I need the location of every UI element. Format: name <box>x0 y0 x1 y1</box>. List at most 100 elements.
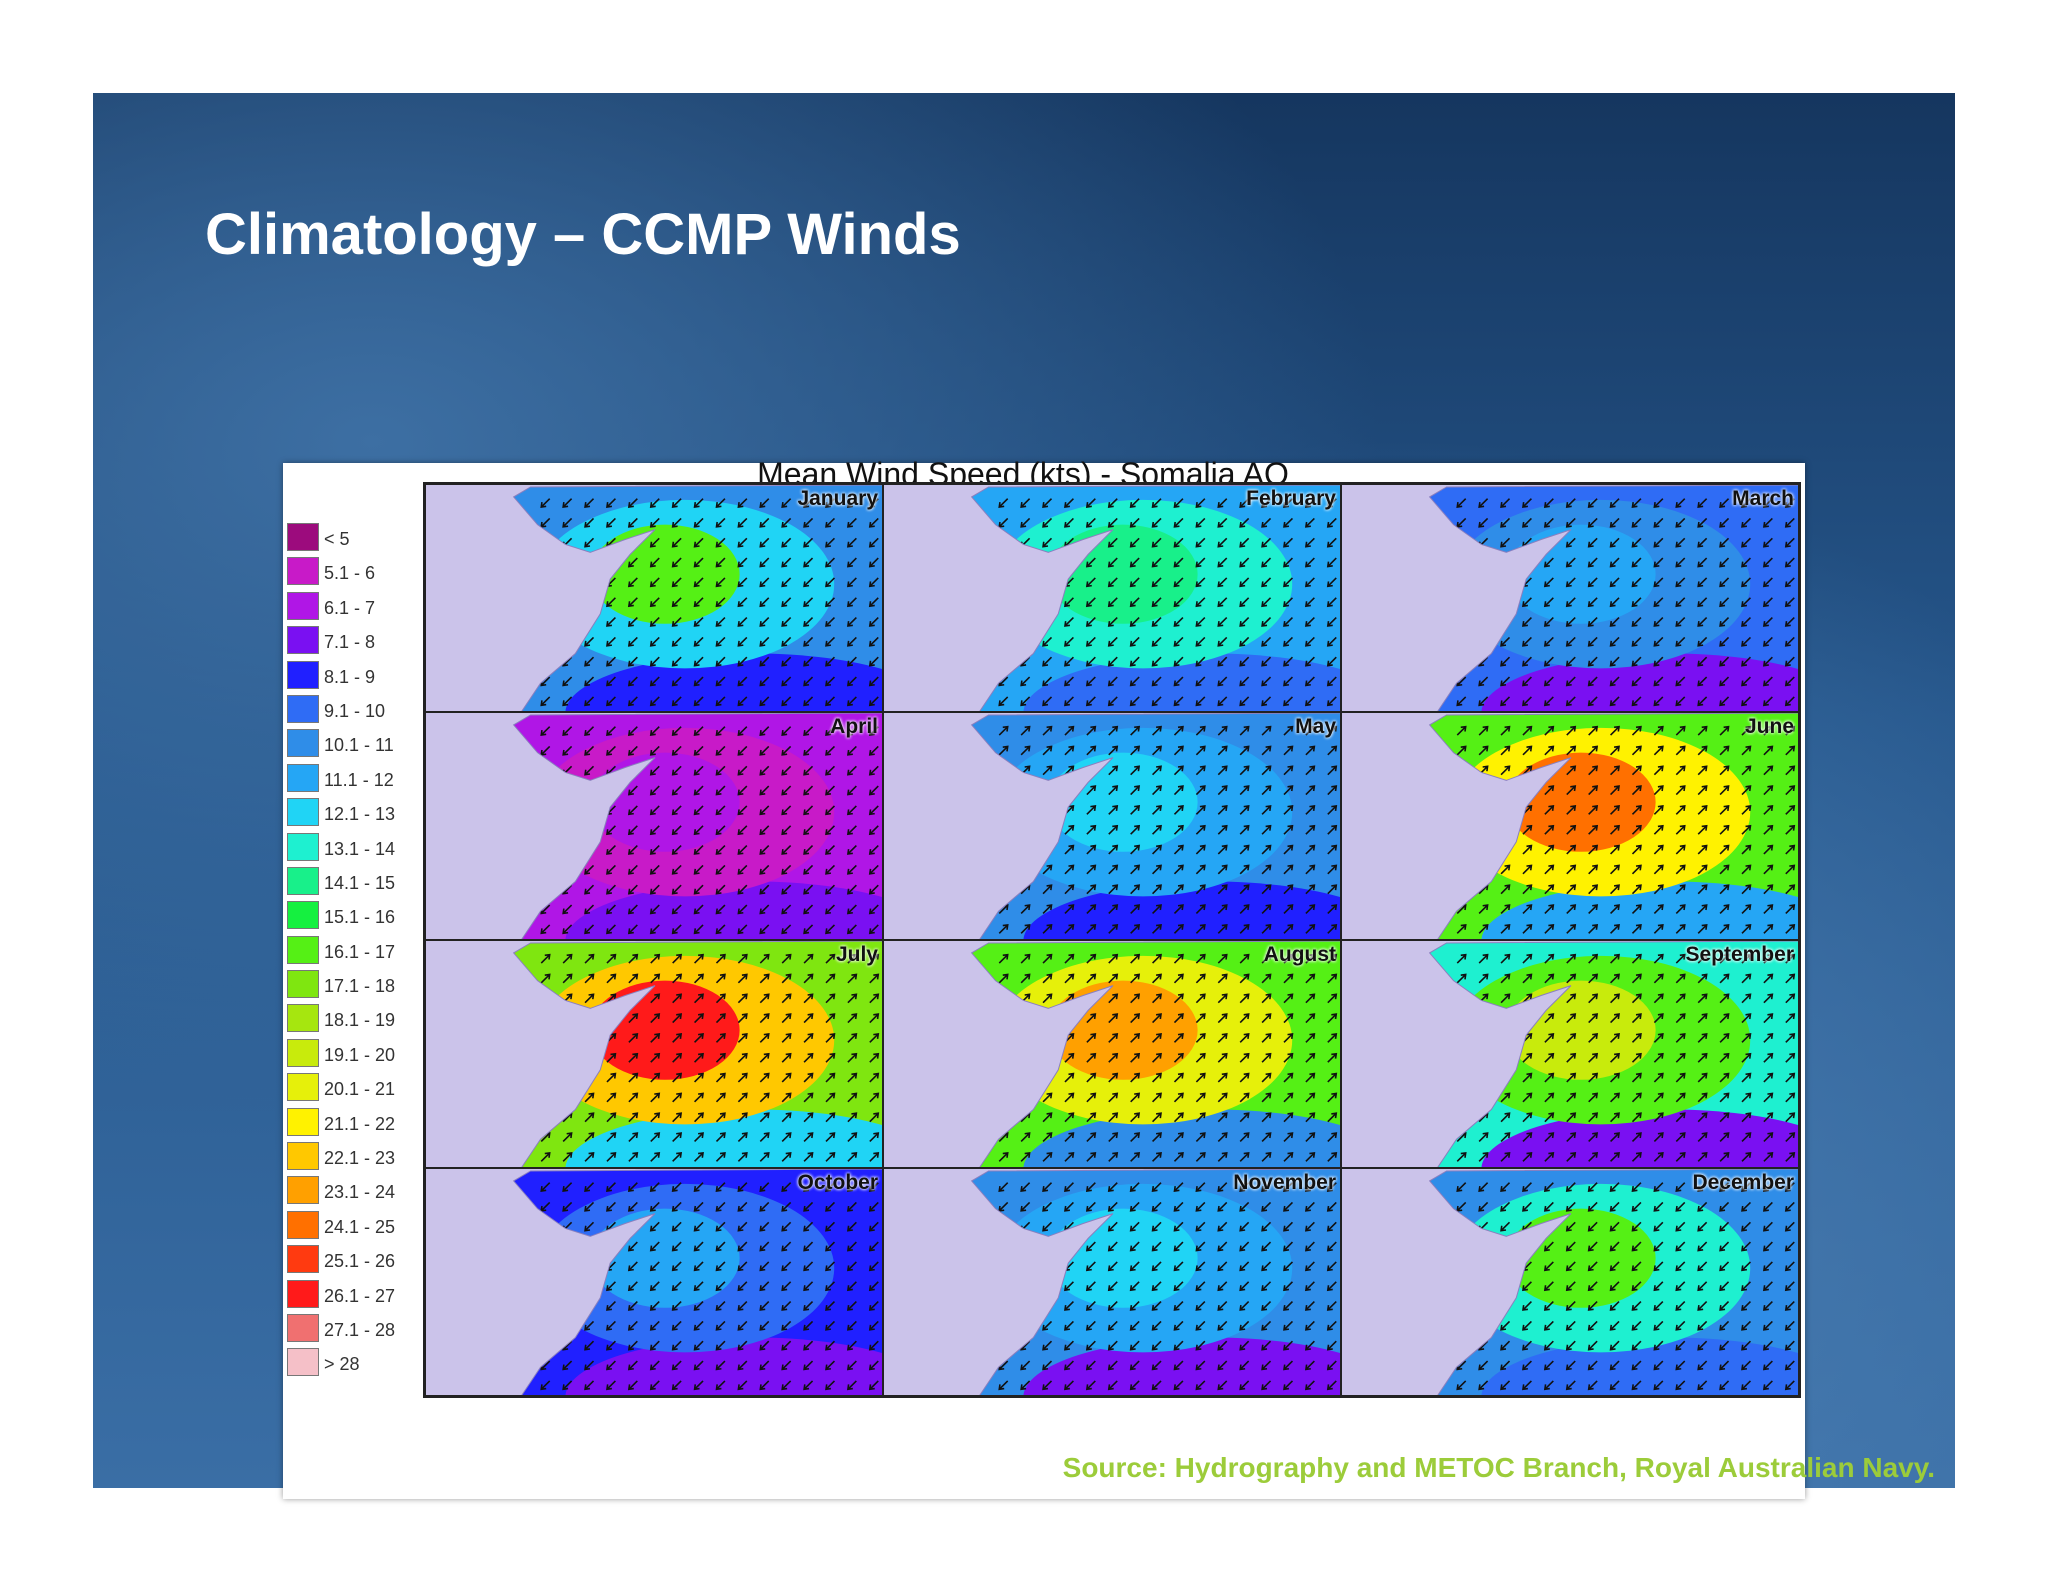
wind-arrow <box>825 498 836 508</box>
wind-arrow <box>1763 725 1774 736</box>
wind-arrow <box>1610 993 1620 1004</box>
wind-arrow <box>1522 953 1533 964</box>
wind-arrow <box>1763 1052 1774 1063</box>
wind-arrow <box>1305 1052 1316 1063</box>
wind-arrow <box>1304 636 1315 647</box>
wind-arrow <box>825 864 836 875</box>
wind-arrow <box>1217 1320 1228 1331</box>
wind-arrow <box>1107 1221 1118 1232</box>
wind-arrow <box>759 1340 770 1351</box>
month-label: August <box>1263 943 1336 966</box>
wind-arrow <box>1107 498 1118 508</box>
wind-arrow <box>606 1340 616 1351</box>
wind-arrow <box>1565 617 1576 627</box>
wind-map <box>884 713 1340 939</box>
wind-arrow <box>540 696 551 707</box>
wind-arrow <box>1239 785 1250 796</box>
wind-arrow <box>715 1132 726 1143</box>
wind-arrow <box>869 953 880 964</box>
wind-arrow <box>1305 805 1316 815</box>
wind-arrow <box>606 1052 617 1063</box>
wind-arrow <box>759 1221 770 1232</box>
wind-arrow <box>1785 785 1796 796</box>
wind-arrow <box>803 825 814 836</box>
wind-arrow <box>606 745 616 756</box>
wind-arrow <box>628 1072 639 1083</box>
wind-arrow <box>584 1380 595 1391</box>
wind-arrow <box>1653 1201 1664 1212</box>
wind-arrow <box>825 745 836 756</box>
wind-arrow <box>627 696 638 707</box>
wind-arrow <box>1784 1320 1795 1331</box>
wind-arrow <box>1152 973 1162 984</box>
wind-arrow <box>1042 1092 1053 1103</box>
wind-arrow <box>1762 1261 1773 1272</box>
wind-arrow <box>1522 844 1533 855</box>
wind-arrow <box>606 1281 616 1292</box>
wind-arrow <box>1741 1340 1752 1351</box>
wind-arrow <box>1195 973 1206 984</box>
wind-arrow <box>1697 1241 1708 1252</box>
wind-arrow <box>1522 864 1533 875</box>
wind-arrow <box>1631 1112 1642 1123</box>
wind-arrow <box>627 726 638 736</box>
wind-arrow <box>803 1092 814 1103</box>
wind-arrow <box>781 498 792 508</box>
wind-arrow <box>584 765 595 776</box>
wind-arrow <box>1762 636 1773 647</box>
wind-arrow <box>1261 557 1272 568</box>
wind-arrow <box>1195 537 1206 548</box>
wind-arrow <box>803 953 814 964</box>
wind-arrow <box>1064 656 1074 667</box>
wind-arrow <box>1305 844 1316 855</box>
wind-arrow <box>1108 824 1119 835</box>
wind-arrow <box>1719 973 1730 984</box>
wind-arrow <box>1610 1151 1620 1162</box>
wind-arrow <box>825 785 836 796</box>
wind-arrow <box>1239 617 1250 627</box>
wind-arrow <box>1327 765 1338 776</box>
wind-arrow <box>1327 884 1338 895</box>
wind-arrow <box>1261 577 1272 588</box>
wind-arrow <box>1543 1261 1554 1272</box>
wind-arrow <box>1697 1182 1708 1192</box>
wind-arrow <box>781 1201 792 1212</box>
wind-arrow <box>1042 1320 1053 1331</box>
wind-arrow <box>846 1221 857 1232</box>
wind-arrow <box>1064 636 1074 647</box>
wind-arrow <box>1763 993 1774 1004</box>
wind-arrow <box>1305 824 1316 835</box>
wind-arrow <box>1283 1033 1294 1043</box>
wind-arrow <box>1543 656 1554 667</box>
wind-arrow <box>781 617 792 627</box>
wind-arrow <box>649 498 660 508</box>
wind-arrow <box>998 953 1009 964</box>
wind-arrow <box>1042 1151 1053 1162</box>
slide-title: Climatology – CCMP Winds <box>205 202 961 267</box>
wind-arrow <box>1719 953 1730 964</box>
wind-arrow <box>1675 953 1686 964</box>
wind-arrow <box>1566 884 1577 895</box>
wind-arrow <box>1675 1340 1686 1351</box>
wind-arrow <box>584 1092 595 1103</box>
wind-arrow <box>1500 765 1511 776</box>
wind-arrow <box>1130 904 1141 915</box>
legend-label: 15.1 - 16 <box>324 907 396 928</box>
wind-arrow <box>584 973 595 984</box>
wind-arrow <box>627 805 638 816</box>
wind-arrow <box>606 1182 616 1192</box>
wind-arrow <box>1653 1013 1664 1024</box>
wind-arrow <box>1283 1221 1294 1232</box>
wind-arrow <box>1151 557 1162 568</box>
wind-arrow <box>1741 1221 1752 1232</box>
wind-arrow <box>715 765 726 776</box>
wind-arrow <box>1283 1301 1294 1311</box>
wind-arrow <box>1741 765 1752 776</box>
wind-arrow <box>1697 1151 1708 1162</box>
wind-arrow <box>781 1261 792 1272</box>
wind-arrow <box>1151 1340 1162 1351</box>
wind-arrow <box>1588 1013 1599 1024</box>
wind-arrow <box>1500 1182 1511 1192</box>
wind-arrow <box>1719 745 1730 756</box>
wind-arrow <box>1217 1221 1228 1232</box>
